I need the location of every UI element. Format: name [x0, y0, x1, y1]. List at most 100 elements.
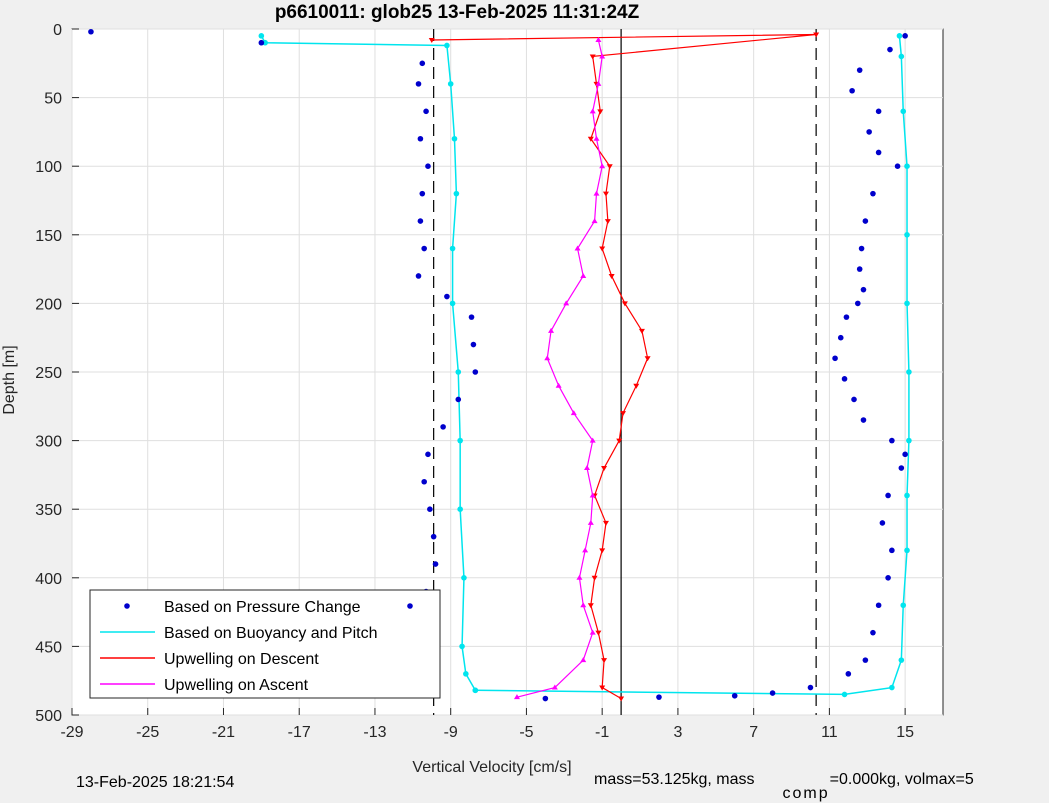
y-tick-label: 350 — [35, 502, 62, 519]
descent-point — [633, 383, 640, 389]
buoyancy-point — [898, 657, 905, 663]
descent-point — [616, 438, 623, 444]
pressure-point — [851, 396, 857, 403]
buoyancy-point — [841, 691, 848, 698]
pressure-point — [858, 245, 865, 252]
buoyancy-point — [896, 33, 903, 39]
mass-text: mass=53.125kg, mass — [594, 771, 755, 788]
pressure-point — [860, 417, 867, 423]
ascent-point — [555, 382, 562, 388]
descent-point — [595, 630, 602, 636]
descent-point — [601, 658, 608, 664]
timestamp-footer: 13-Feb-2025 18:21:54 — [76, 774, 235, 791]
pressure-point — [862, 657, 869, 663]
pressure-point — [258, 39, 265, 46]
pressure-point — [425, 163, 431, 169]
descent-point — [813, 32, 820, 38]
buoyancy-point — [906, 437, 912, 444]
pressure-point — [415, 273, 422, 279]
pressure-point — [832, 355, 838, 362]
ascent-point — [589, 437, 596, 443]
x-tick-label: -25 — [136, 724, 159, 741]
pressure-point — [870, 190, 876, 197]
descent-point — [602, 520, 609, 526]
descent-point — [587, 136, 594, 142]
pressure-point — [807, 684, 814, 691]
buoyancy-point — [451, 135, 458, 142]
ascent-point — [576, 574, 583, 580]
pressure-point — [845, 671, 852, 677]
descent-point — [599, 548, 606, 554]
descent-point — [602, 191, 609, 197]
buoyancy-point — [900, 108, 907, 115]
mass-footer: mass=53.125kg, mass comp=0.000kg, volmax=… — [594, 771, 974, 802]
ascent-point — [513, 694, 520, 700]
x-tick-label: -17 — [288, 724, 311, 741]
ascent-point — [582, 547, 589, 553]
x-tick-label: -1 — [595, 724, 609, 741]
pressure-point — [889, 547, 895, 554]
x-tick-label: -13 — [363, 724, 386, 741]
legend-symbols — [100, 603, 413, 685]
x-tick-label: 7 — [749, 724, 758, 741]
descent-point — [620, 411, 627, 417]
pressure-point — [415, 81, 422, 87]
ascent-point — [570, 410, 577, 416]
pressure-point — [432, 561, 439, 567]
pressure-point — [887, 46, 893, 53]
buoyancy-point — [463, 671, 469, 677]
descent-point — [604, 219, 611, 225]
buoyancy-point — [906, 369, 912, 375]
buoyancy-point — [447, 81, 454, 87]
x-tick-label: 3 — [673, 724, 682, 741]
descent-point — [601, 466, 608, 472]
x-tick-label: 11 — [821, 724, 838, 741]
buoyancy-point — [459, 643, 465, 650]
buoyancy-point — [904, 492, 910, 499]
buoyancy-point — [449, 300, 456, 307]
legend-label-pressure: Based on Pressure Change — [164, 599, 361, 616]
legend-label-descent: Upwelling on Descent — [164, 651, 319, 668]
ascent-point — [580, 657, 587, 663]
pressure-point — [425, 451, 431, 458]
ascent-point — [580, 272, 587, 278]
pressure-point — [898, 465, 905, 471]
ascent-point — [593, 190, 600, 196]
pressure-point — [440, 424, 446, 430]
pressure-point — [879, 520, 886, 526]
pressure-point — [419, 60, 426, 67]
buoyancy-point — [457, 506, 463, 512]
y-tick-label: 150 — [35, 228, 62, 245]
ascent-point — [584, 465, 591, 471]
ascent-point — [551, 684, 558, 690]
pressure-point — [837, 334, 844, 341]
y-tick-label: 300 — [35, 434, 62, 451]
buoyancy-point — [900, 602, 907, 609]
axis-ticks: -29 -25 -21 -17 -13 -9 -5 -1 3 7 11 150501001502002… — [35, 22, 914, 741]
y-tick-label: 100 — [35, 159, 62, 176]
buoyancy-point — [455, 369, 462, 375]
pressure-point — [417, 218, 424, 224]
pressure-point — [417, 135, 424, 142]
legend: Based on Pressure Change Based on Buoyan… — [89, 589, 441, 699]
ascent-point — [580, 602, 587, 608]
ascent-point — [595, 36, 602, 42]
descent-point — [591, 575, 598, 581]
pressure-point — [860, 286, 867, 293]
grid — [71, 28, 943, 716]
descent-point — [428, 37, 435, 43]
ascent-point — [548, 327, 555, 333]
descent-point — [589, 54, 596, 60]
descent-point — [597, 109, 604, 115]
buoyancy-point — [904, 300, 910, 307]
pressure-point — [731, 692, 738, 699]
pressure-point — [455, 396, 462, 403]
pressure-point — [472, 369, 479, 375]
pressure-point — [875, 602, 882, 609]
ascent-point — [595, 80, 602, 86]
descent-point — [638, 328, 645, 334]
pressure-point — [902, 451, 908, 458]
x-tick-label: -29 — [60, 724, 83, 741]
pressure-point — [841, 376, 848, 382]
pressure-point — [843, 314, 850, 320]
